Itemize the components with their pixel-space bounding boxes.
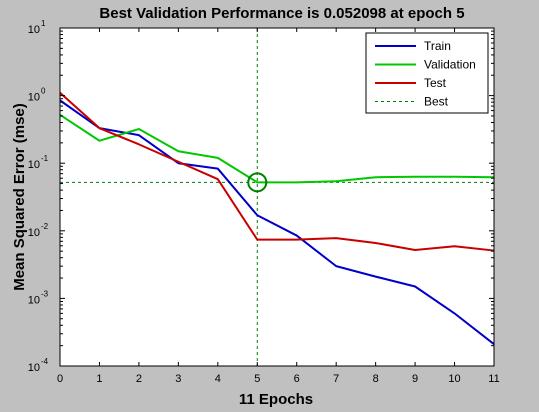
y-tick-label: 10: [28, 227, 40, 239]
x-tick-label: 8: [373, 373, 379, 385]
x-tick-label: 0: [57, 373, 63, 385]
y-tick-exponent: -3: [41, 289, 49, 298]
y-tick-exponent: 0: [41, 87, 46, 96]
y-tick-exponent: -2: [41, 222, 49, 231]
y-tick-label: 10: [28, 24, 40, 36]
series-train-line: [59, 99, 495, 346]
legend: Train Validation Test Best: [365, 32, 489, 114]
x-tick-label: 6: [294, 373, 300, 385]
x-tick-label: 5: [254, 373, 260, 385]
x-tick-label: 1: [96, 373, 102, 385]
y-tick-exponent: -1: [41, 154, 49, 163]
y-tick-label: 10: [28, 159, 40, 171]
legend-label: Train: [424, 39, 451, 53]
x-tick-label: 2: [136, 373, 142, 385]
y-tick-label: 10: [28, 294, 40, 306]
x-tick-label: 10: [448, 373, 460, 385]
plot-frame: [59, 27, 495, 367]
legend-label: Best: [424, 95, 449, 109]
x-axis: 0 1 2 3 4 5 6 7 8 9 10 11: [57, 28, 500, 385]
y-tick-label: 10: [28, 92, 40, 104]
x-tick-label: 3: [175, 373, 181, 385]
best-point-marker: [247, 172, 268, 193]
series-test-line: [59, 92, 495, 252]
x-tick-label: 9: [412, 373, 418, 385]
x-axis-label: 11 Epochs: [239, 391, 313, 408]
legend-label: Test: [424, 76, 447, 90]
x-tick-label: 11: [488, 373, 499, 385]
series-validation-line: [59, 113, 495, 184]
series-lines: [59, 92, 495, 346]
x-tick-label: 7: [333, 373, 339, 385]
y-axis-label: Mean Squared Error (mse): [11, 103, 28, 291]
y-tick-label: 10: [28, 362, 40, 374]
legend-label: Validation: [424, 58, 476, 72]
y-tick-exponent: 1: [41, 19, 46, 28]
chart-title: Best Validation Performance is 0.052098 …: [99, 5, 464, 22]
x-tick-label: 4: [215, 373, 221, 385]
y-tick-exponent: -4: [41, 357, 49, 366]
